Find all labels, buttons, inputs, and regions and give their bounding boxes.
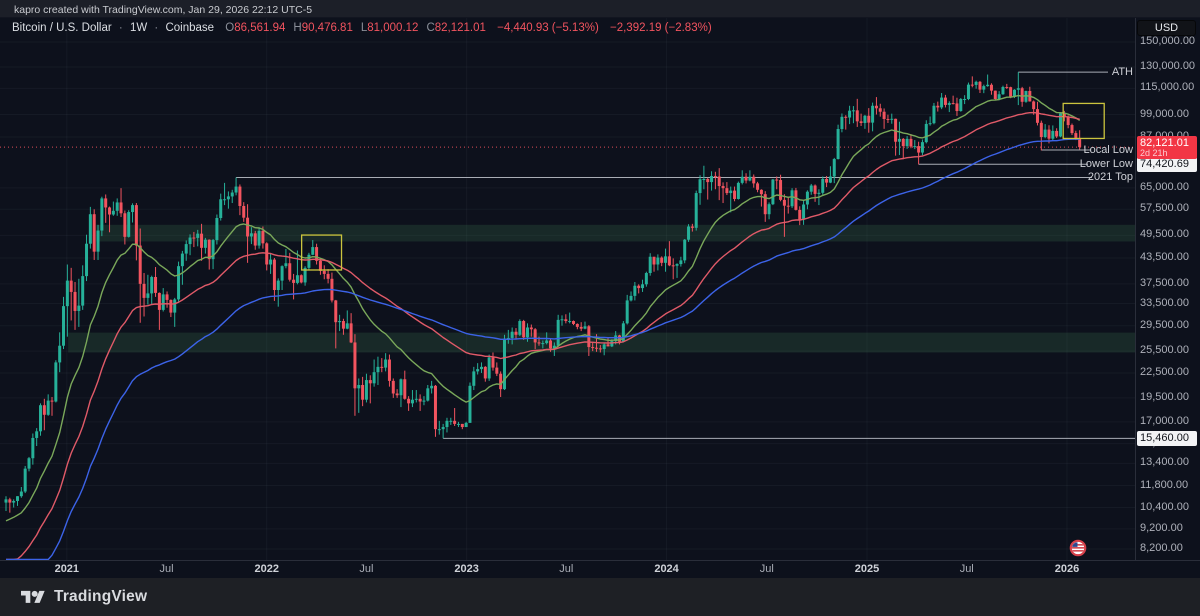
time-axis[interactable]: 2021 Jul 2022 Jul 2023 Jul 2024 Jul 2025 Jul 2026 — [0, 560, 1200, 578]
price-axis-tick[interactable]: 8,200.00 — [1140, 542, 1183, 554]
ohlc-values: O86,561.94 H90,476.81 L81,000.12 C82,121.01 — [217, 22, 486, 34]
time-axis-tick[interactable]: Jul — [159, 563, 174, 575]
candles-series — [4, 72, 1082, 513]
price-axis-tick[interactable]: 10,400.00 — [1140, 500, 1189, 513]
attribution-bar: kapro created with TradingView.com, Jan … — [0, 0, 1200, 18]
separator-dot: · — [154, 22, 159, 34]
time-axis-tick[interactable]: 2023 — [454, 563, 479, 575]
price-axis-tick[interactable]: 43,500.00 — [1140, 250, 1189, 263]
annotation-label-local-low: Local Low — [1083, 144, 1133, 156]
price-axis-tick[interactable]: 22,500.00 — [1140, 365, 1189, 378]
price-axis-tick[interactable]: 65,000.00 — [1140, 180, 1189, 193]
ohlc-value: 81,000.12 — [367, 22, 419, 34]
axis-separator — [1135, 18, 1136, 578]
price-axis-tick[interactable]: 150,000.00 — [1140, 35, 1196, 48]
exchange-label[interactable]: Coinbase — [165, 22, 215, 34]
time-axis-tick[interactable]: Jul — [759, 563, 774, 575]
price-axis-tick[interactable]: 25,500.00 — [1140, 344, 1189, 357]
price-axis-tick[interactable]: 57,500.00 — [1140, 202, 1189, 215]
tradingview-wordmark[interactable]: TradingView — [54, 588, 148, 605]
ema-100w — [6, 138, 1080, 560]
time-axis-tick[interactable]: 2024 — [654, 563, 679, 575]
marked-price-label: 74,420.69 — [1137, 156, 1197, 172]
ohlc-value: 86,561.94 — [234, 22, 286, 34]
timeframe-label[interactable]: 1W — [129, 22, 148, 34]
price-axis-tick[interactable]: 33,500.00 — [1140, 296, 1189, 309]
footer-bar: TradingView — [0, 578, 1200, 616]
time-axis-tick[interactable]: 2025 — [854, 563, 880, 575]
ohlc-label: L — [360, 22, 368, 34]
price-axis-tick[interactable]: 13,400.00 — [1140, 456, 1189, 469]
ohlc-value: 90,476.81 — [301, 22, 353, 34]
time-axis-tick[interactable]: Jul — [359, 563, 374, 575]
price-axis-tick[interactable]: 37,500.00 — [1140, 276, 1189, 289]
time-axis-tick[interactable]: Jul — [559, 563, 574, 575]
change-absolute: −4,440.93 (−5.13%) — [497, 22, 599, 34]
change-extra: −2,392.19 (−2.83%) — [610, 22, 712, 34]
time-axis-tick[interactable]: 2022 — [254, 563, 279, 575]
time-axis-tick[interactable]: Jul — [959, 563, 974, 575]
price-axis-tick[interactable]: 115,000.00 — [1140, 81, 1195, 94]
price-axis-tick[interactable]: 19,500.00 — [1140, 390, 1189, 403]
attribution-text: kapro created with TradingView.com, Jan … — [14, 4, 313, 16]
price-axis-tick[interactable]: 9,200.00 — [1140, 521, 1183, 534]
price-axis-tick[interactable]: 99,000.00 — [1140, 107, 1189, 120]
us-flag-event-icon[interactable] — [1069, 539, 1087, 557]
price-axis-tick[interactable]: 11,800.00 — [1140, 478, 1189, 491]
marked-price-label: 15,460.00 — [1137, 430, 1197, 446]
symbol-name[interactable]: Bitcoin / U.S. Dollar — [12, 22, 112, 34]
time-axis-tick[interactable]: 2021 — [54, 563, 80, 575]
ohlc-label: H — [293, 22, 302, 34]
price-axis-tick[interactable]: 29,500.00 — [1140, 318, 1189, 331]
annotation-label-lower-low: Lower Low — [1079, 158, 1133, 171]
ohlc-value: 82,121.01 — [434, 22, 486, 34]
current-range-box — [1062, 102, 1105, 140]
price-axis[interactable]: 150,000.00 130,000.00 115,000.00 99,000.00 8… — [1136, 18, 1200, 560]
annotation-label-2021-top: 2021 Top — [1087, 171, 1133, 184]
separator-dot: · — [118, 22, 123, 34]
currency-button[interactable]: USD — [1137, 20, 1196, 36]
chart-area[interactable]: Bitcoin / U.S. Dollar · 1W · Coinbase O8… — [0, 18, 1200, 578]
symbol-info: Bitcoin / U.S. Dollar · 1W · Coinbase O8… — [12, 22, 712, 34]
candle-close-countdown: 2d 21h — [1140, 148, 1168, 159]
ema-50w — [6, 111, 1080, 560]
tradingview-logo-icon[interactable] — [21, 588, 45, 607]
supply-zone-upper — [96, 224, 1135, 242]
price-axis-tick[interactable]: 17,000.00 — [1140, 414, 1189, 427]
time-axis-tick[interactable]: 2026 — [1054, 563, 1080, 575]
price-axis-tick[interactable]: 130,000.00 — [1140, 59, 1196, 72]
candlestick-chart[interactable] — [0, 18, 1135, 560]
breakdown-box-2022 — [300, 234, 343, 271]
current-price-label: 82,121.01 2d 21h — [1137, 136, 1197, 160]
price-axis-tick[interactable]: 49,500.00 — [1140, 228, 1189, 241]
ohlc-label: C — [426, 22, 435, 34]
ohlc-label: O — [225, 22, 235, 34]
annotation-label-ath: ATH — [1111, 66, 1133, 79]
